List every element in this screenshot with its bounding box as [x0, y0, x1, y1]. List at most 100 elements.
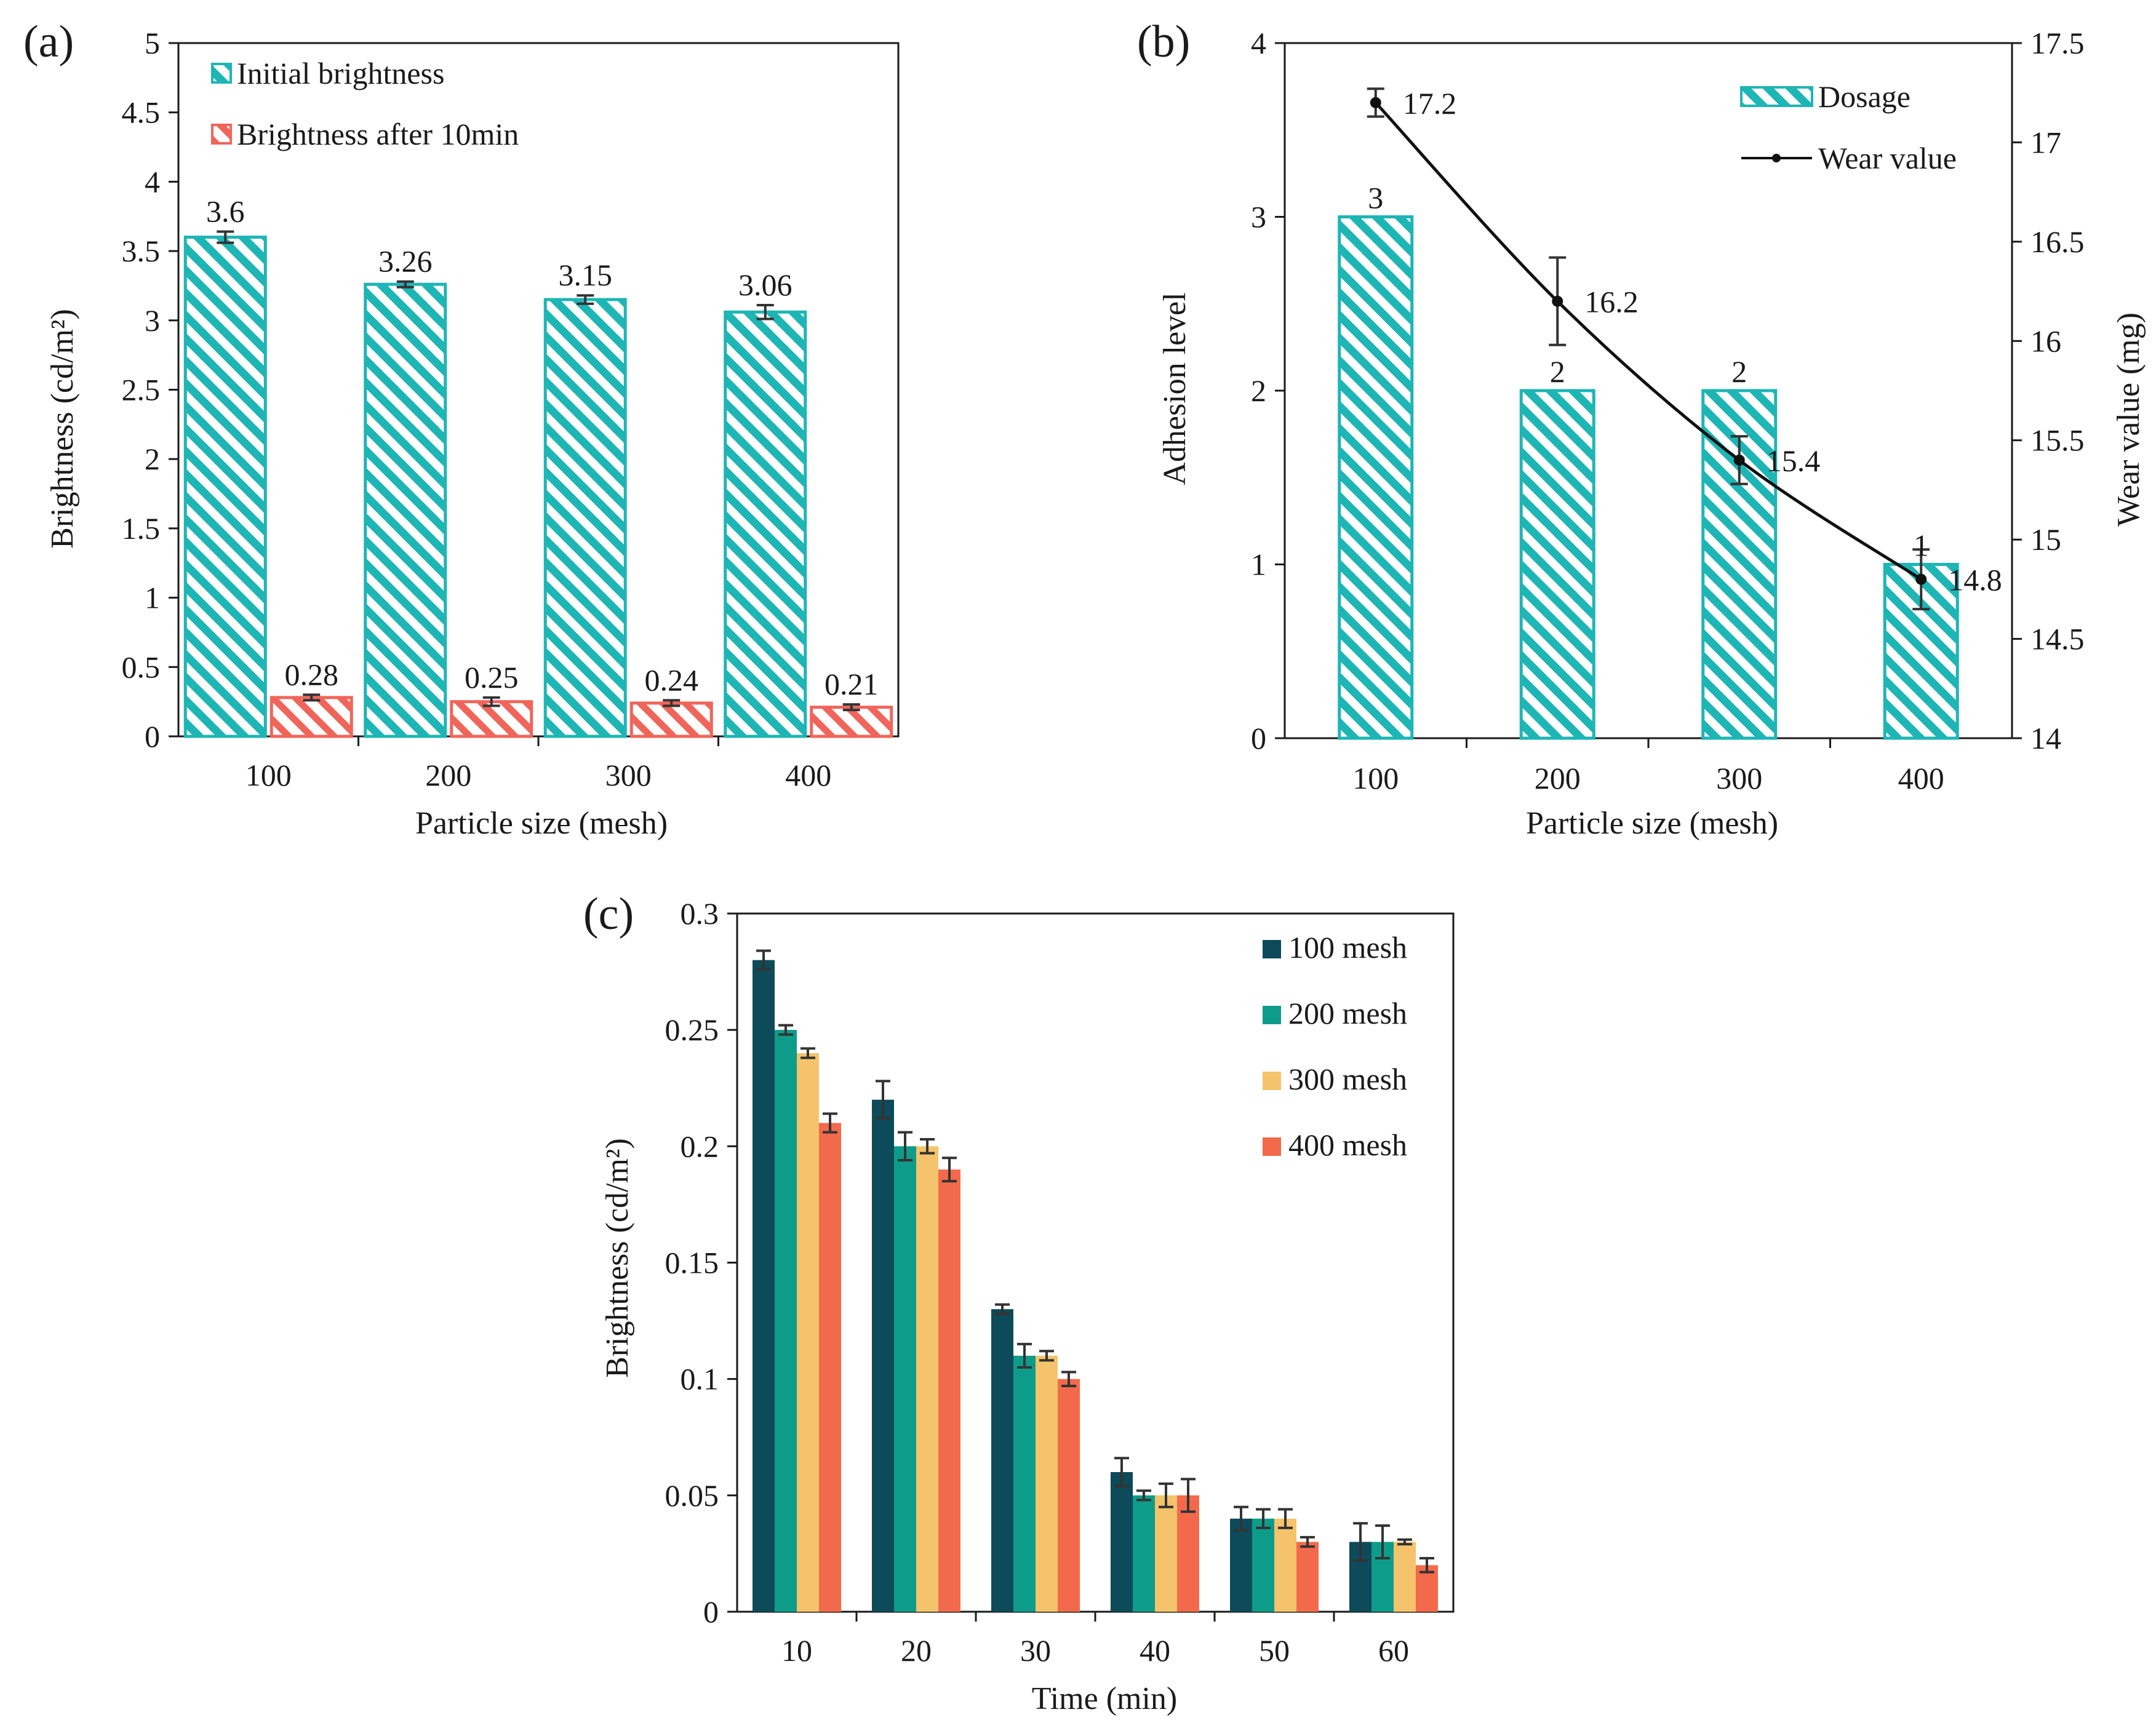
- chart-b-wear-label: 17.2: [1403, 86, 1457, 121]
- chart-c-bar-400-mesh-50: [1296, 1542, 1319, 1612]
- chart-c-x-tick-label: 20: [901, 1633, 932, 1668]
- chart-c: 0 0.05 0.1 0.15 0.2 0.25 0.3 10 20 30 40 50 60 Time…: [600, 896, 1455, 1716]
- chart-a-legend-after: Brightness after 10min: [237, 117, 519, 151]
- chart-a-error-bar: [842, 703, 860, 712]
- chart-c-x-axis-label: Time (min): [1032, 1681, 1177, 1716]
- chart-a: 3.6 3.26 3.15 3.06 0.28 0.25 0.24 0.21 0 0.5 1 1.5…: [45, 26, 900, 841]
- chart-c-bar-400-mesh-40: [1177, 1495, 1199, 1612]
- chart-b-y2-tick-label: 16.5: [2030, 225, 2085, 259]
- chart-c-error-bar: [1419, 1556, 1434, 1574]
- chart-c-y-tick-label: 0.05: [665, 1478, 719, 1513]
- chart-b-wear-point-200: [1552, 295, 1563, 307]
- chart-b-y2-tick-label: 14.5: [2030, 622, 2085, 656]
- chart-a-error-bar: [663, 699, 681, 707]
- chart-c-x-tick-label: 50: [1259, 1633, 1290, 1668]
- chart-c-y-tick-label: 0.15: [665, 1246, 719, 1280]
- chart-b-x-tick-label: 200: [1535, 761, 1581, 795]
- chart-b-y2-axis-label: Wear value (mg): [2111, 313, 2146, 527]
- chart-c-bar-300-mesh-10: [797, 1053, 819, 1612]
- chart-c-bar-400-mesh-20: [938, 1169, 960, 1612]
- chart-c-bar-200-mesh-10: [775, 1030, 797, 1612]
- chart-c-error-bar: [801, 1047, 815, 1059]
- chart-c-y-tick-label: 0.25: [665, 1013, 719, 1047]
- chart-c-x-tick-label: 40: [1140, 1633, 1170, 1668]
- chart-a-y-tick-label: 4.5: [122, 95, 161, 130]
- chart-c-legend-label: 100 mesh: [1288, 930, 1407, 965]
- chart-a-error-bar: [577, 294, 594, 305]
- chart-c-bar-200-mesh-30: [1013, 1355, 1036, 1612]
- chart-c-y-tick-label: 0.1: [681, 1362, 719, 1396]
- chart-c-bar-300-mesh-40: [1155, 1495, 1177, 1612]
- chart-a-y-tick-label: 0.5: [122, 650, 161, 684]
- chart-b-bar-label: 2: [1550, 354, 1565, 389]
- chart-c-x-tick-label: 30: [1020, 1633, 1051, 1668]
- chart-b-y-axis-label: Adhesion level: [1157, 292, 1192, 485]
- chart-a-data-label: 3.15: [559, 258, 613, 292]
- chart-a-y-tick-label: 2.5: [122, 373, 161, 407]
- chart-b-y-tick-label: 4: [1251, 26, 1266, 60]
- chart-a-error-bar: [217, 230, 234, 244]
- chart-a-x-tick-label: 300: [605, 758, 652, 792]
- chart-a-y-tick-label: 5: [145, 26, 160, 60]
- chart-b-y-tick-label: 1: [1251, 547, 1266, 582]
- chart-c-y-tick-label: 0: [703, 1595, 719, 1629]
- chart-a-x-tick-label: 200: [425, 758, 471, 792]
- chart-a-bar-initial-400: [724, 310, 807, 738]
- chart-b-bar-label: 2: [1731, 354, 1747, 389]
- chart-c-legend-swatch: [1263, 1072, 1281, 1090]
- chart-a-y-tick-label: 3: [145, 303, 160, 338]
- chart-a-data-labels: 3.6 3.26 3.15 3.06 0.28 0.25 0.24 0.21: [206, 194, 879, 702]
- chart-c-legend-swatch: [1263, 940, 1281, 958]
- chart-a-x-axis-label: Particle size (mesh): [415, 806, 668, 841]
- chart-b-axes: [1275, 42, 2022, 748]
- chart-a-y-tick-label: 4: [145, 164, 160, 199]
- chart-a-error-bar: [396, 280, 414, 289]
- chart-b-y-tick-label: 2: [1251, 373, 1266, 408]
- chart-b-legend-swatch-dosage: [1740, 86, 1813, 107]
- chart-c-bar-300-mesh-60: [1394, 1542, 1416, 1612]
- chart-c-legend: 100 mesh 200 mesh 300 mesh 400 mesh: [1263, 930, 1407, 1162]
- chart-c-error-bar: [1300, 1535, 1315, 1548]
- chart-b-legend-wear: Wear value: [1818, 141, 1957, 175]
- chart-a-data-label: 3.6: [206, 194, 245, 229]
- chart-b-x-tick-label: 100: [1352, 761, 1399, 795]
- chart-a-error-bar: [482, 696, 500, 707]
- chart-c-error-bar: [1353, 1522, 1368, 1562]
- chart-b-y-tick-label: 0: [1251, 721, 1266, 755]
- chart-c-y-tick-label: 0.2: [681, 1129, 719, 1163]
- chart-c-error-bar: [1181, 1478, 1196, 1513]
- chart-b-data-labels: 3 2 2 1 17.2 16.2 15.4 14.8: [1368, 86, 2002, 597]
- chart-a-y-tick-label: 3.5: [122, 234, 161, 268]
- chart-b-bar-300: [1701, 389, 1778, 740]
- chart-c-legend-label: 300 mesh: [1288, 1062, 1407, 1096]
- chart-a-data-label: 0.24: [645, 663, 699, 697]
- chart-b-y2-tick-label: 16: [2030, 324, 2061, 358]
- chart-c-legend-swatch: [1263, 1006, 1281, 1024]
- chart-a-legend-initial: Initial brightness: [237, 56, 444, 90]
- chart-c-y-axis-label: Brightness (cd/m²): [600, 1138, 635, 1378]
- chart-b-y2-tick-label: 14: [2030, 721, 2061, 755]
- chart-a-legend-swatch-initial: [211, 63, 232, 84]
- chart-b-y2-tick-label: 15.5: [2030, 423, 2085, 458]
- chart-c-error-bar: [823, 1112, 837, 1134]
- chart-b-wear-point-300: [1733, 455, 1745, 466]
- chart-c-error-bar: [1039, 1350, 1054, 1362]
- chart-a-bar-after-200: [450, 700, 533, 738]
- chart-c-error-bar: [778, 1024, 793, 1036]
- chart-c-error-bar: [1017, 1342, 1032, 1369]
- chart-b-bar-200: [1519, 389, 1595, 740]
- chart-c-error-bar: [1256, 1508, 1271, 1529]
- chart-a-bar-initial-300: [543, 298, 627, 738]
- chart-c-bar-300-mesh-30: [1036, 1355, 1058, 1612]
- chart-a-y-axis-label: Brightness (cd/m²): [45, 309, 80, 549]
- chart-a-x-tick-label: 100: [246, 758, 292, 792]
- chart-b-x-tick-labels: 100 200 300 400: [1352, 761, 1944, 795]
- chart-a-y-tick-label: 1: [145, 581, 160, 615]
- chart-c-bar-300-mesh-50: [1274, 1518, 1296, 1612]
- chart-a-bar-after-300: [629, 701, 713, 738]
- chart-c-bars: [753, 949, 1438, 1612]
- chart-a-x-tick-labels: 100 200 300 400: [246, 758, 832, 792]
- chart-a-bar-after-100: [270, 696, 353, 738]
- panel-label-a: (a): [23, 17, 74, 67]
